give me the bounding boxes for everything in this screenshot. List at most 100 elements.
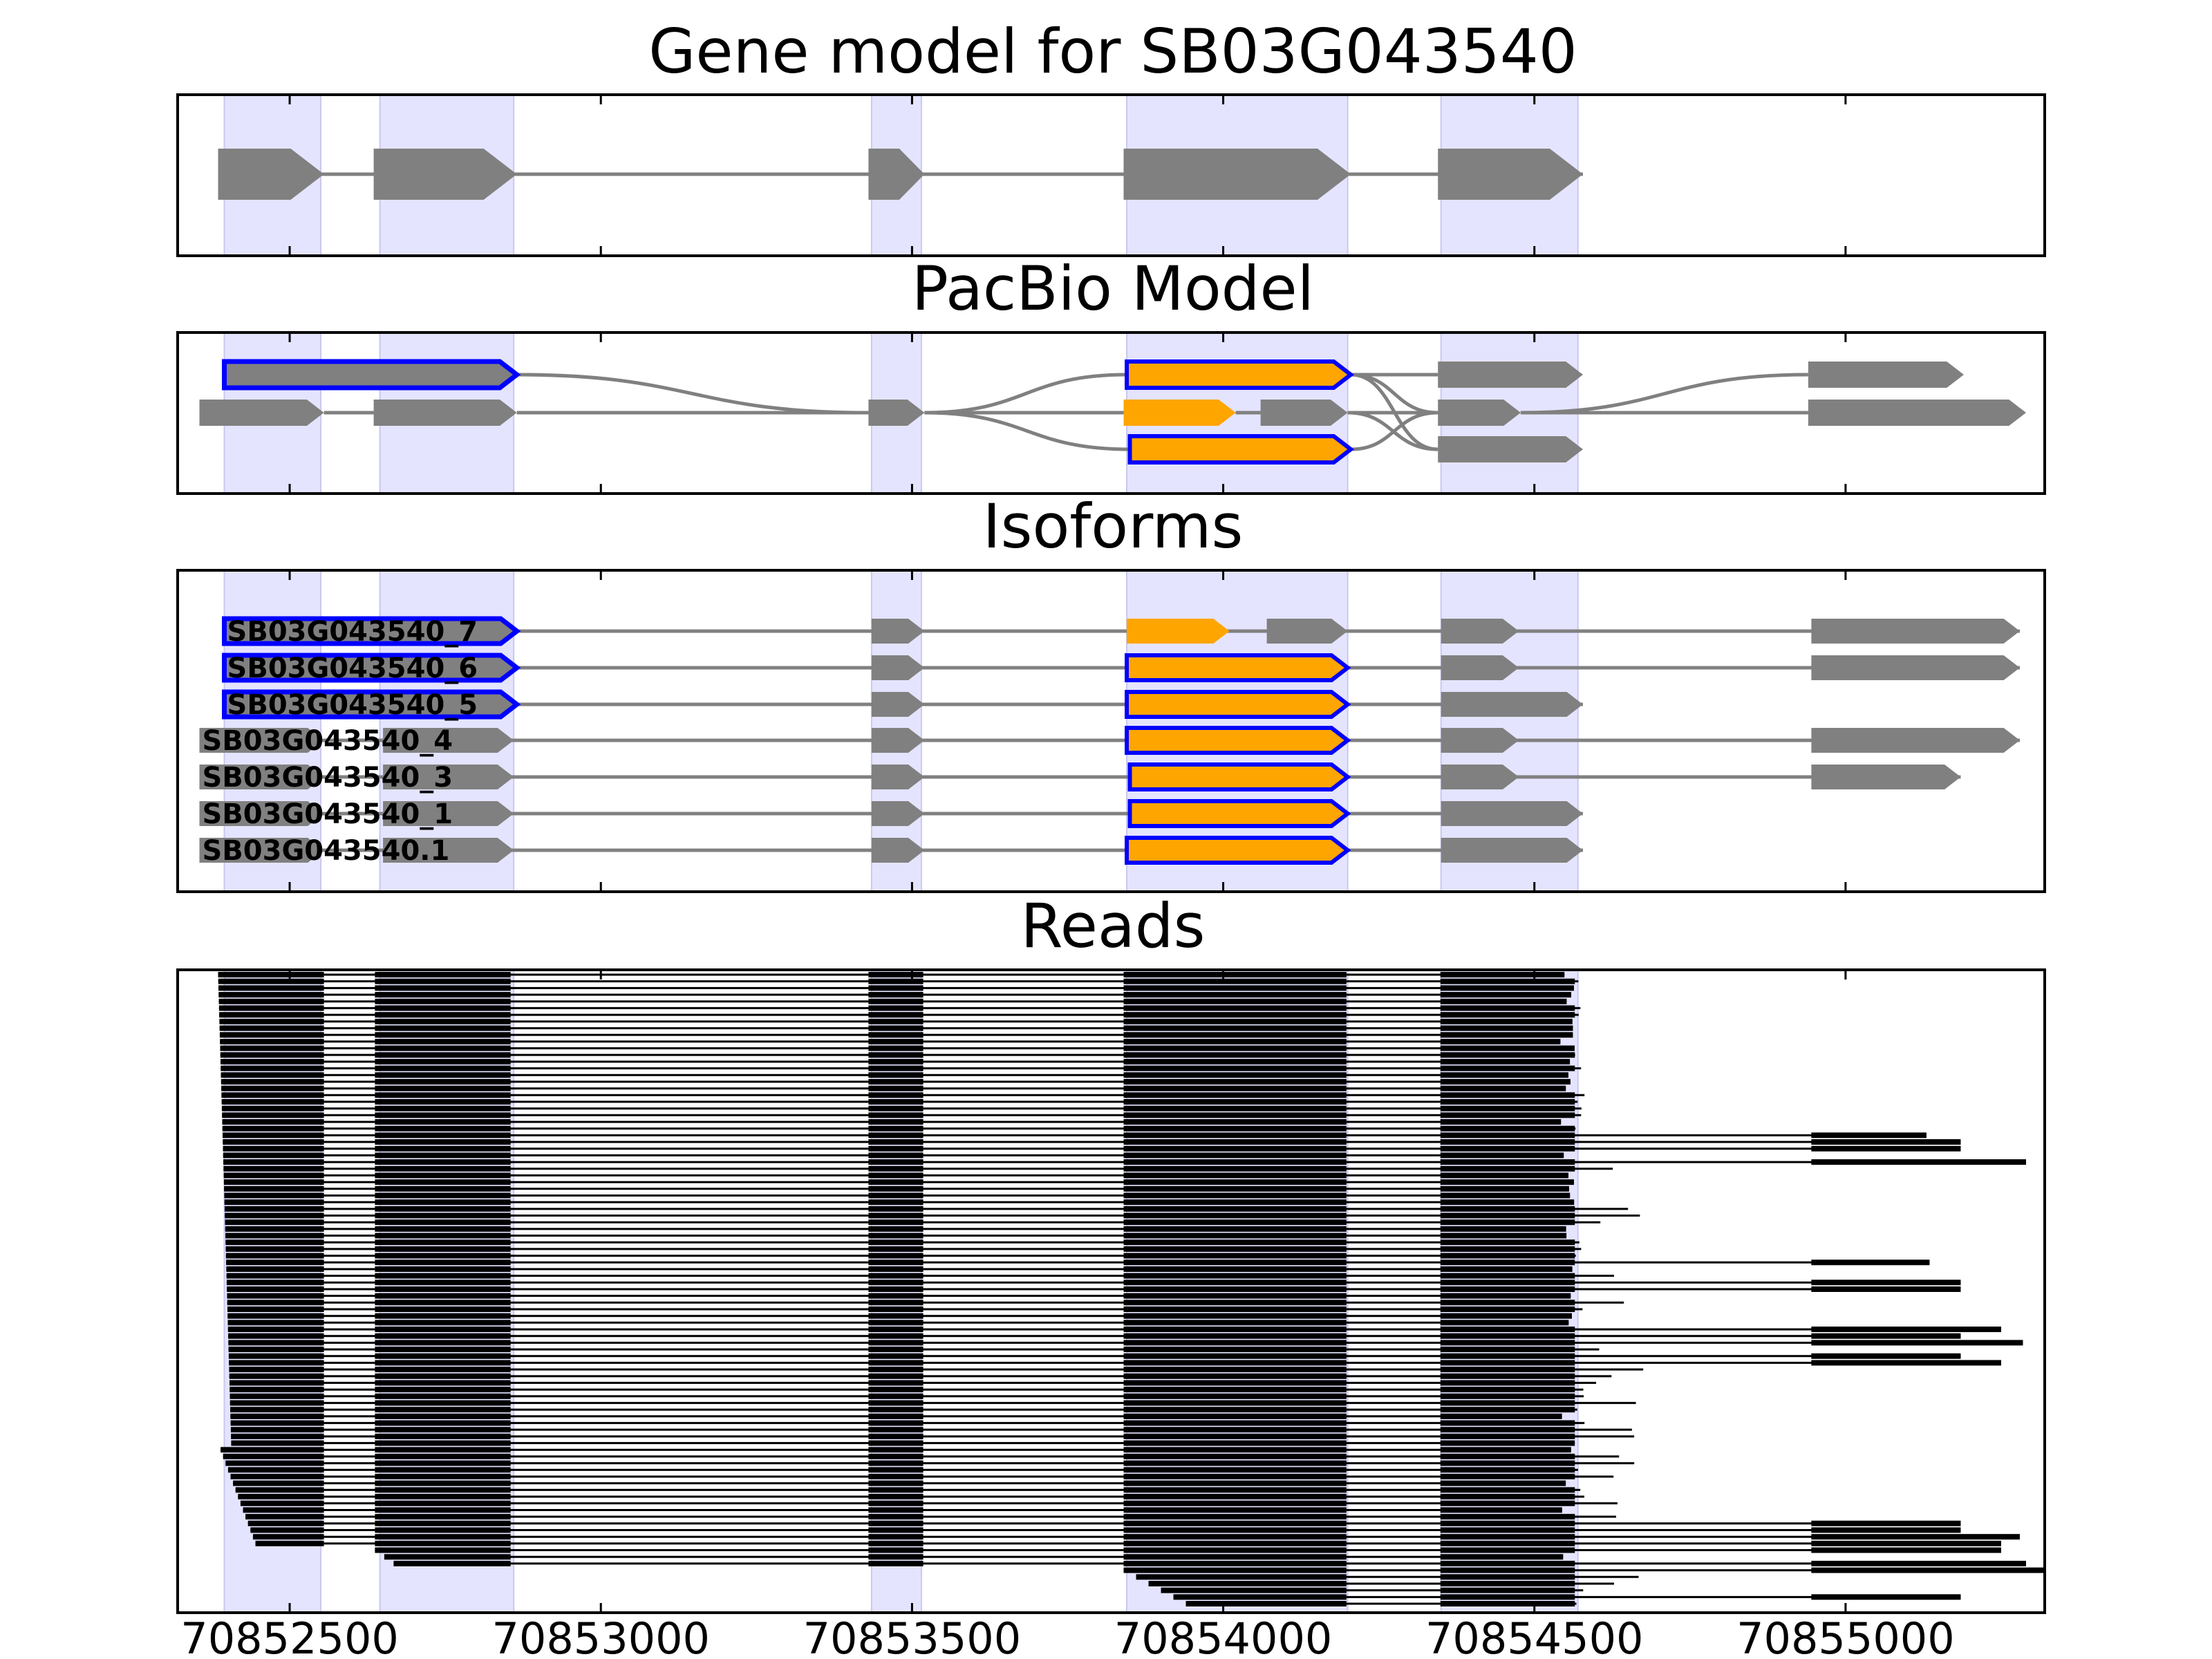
isoform-exon [871,838,925,863]
splice-junction [1351,411,1438,451]
read-block [375,1487,511,1493]
read-block [1123,1052,1347,1058]
splice-junction [924,373,1127,415]
read-block [1440,1065,1575,1071]
read-block [245,1514,324,1520]
read-block [1440,1547,1575,1553]
isoform-exon [383,728,514,753]
read-block [1123,1467,1347,1473]
read-block [375,1165,511,1172]
read-block [1123,1179,1347,1185]
read-row [224,1206,1629,1212]
read-row [219,1025,1573,1031]
read-block [1123,1273,1347,1279]
read-row [1136,1574,1639,1580]
read-row [238,1494,1584,1500]
read-block [375,1118,511,1125]
read-block [1440,1587,1575,1593]
read-block [868,1179,924,1185]
read-row [250,1527,1961,1533]
read-block [375,1527,511,1533]
panel-content [199,359,2026,465]
isoform-row: SB03G043540_5 [222,689,1583,721]
read-row [252,1534,2020,1540]
read-block [868,1333,924,1339]
isoform-exon [383,838,514,863]
splice-junction [924,411,1130,451]
read-block [868,1514,924,1520]
panel-border [176,569,2046,893]
read-block [228,1353,324,1359]
isoform-exon [1441,838,1583,863]
panel-content [218,149,1583,200]
read-block [226,1266,324,1272]
read-block [218,972,324,977]
x-tick-label: 70854000 [1114,1613,1333,1659]
read-row [221,1098,1578,1105]
read-block [868,1012,924,1018]
read-block [375,1300,511,1306]
read-block [228,1340,324,1346]
read-block [1440,1058,1571,1065]
read-row [229,1360,2001,1366]
read-block [1161,1587,1347,1593]
read-block [1123,1480,1347,1486]
read-block [228,1333,324,1339]
read-block [868,1005,924,1011]
read-block [393,1560,511,1566]
read-block [226,1280,324,1286]
read-block [1123,1159,1347,1165]
read-block [1440,1179,1574,1185]
read-block [1440,1192,1571,1199]
read-block [375,1273,511,1279]
isoform-exon [1127,799,1351,828]
read-block [868,1373,924,1379]
read-block [868,1085,924,1091]
isoform-exon [1441,801,1583,826]
read-block [868,1246,924,1252]
read-block [1440,1025,1573,1031]
read-block [868,1320,924,1326]
isoform-exon [1441,692,1583,717]
read-block [229,1373,324,1379]
panel-border [176,331,2046,495]
read-block [255,1540,324,1546]
isoform-label: SB03G043540_4 [203,725,453,757]
read-block [1440,1112,1575,1118]
read-block [1440,1373,1575,1379]
read-block [375,1052,511,1058]
read-block [868,1293,924,1299]
exon [1438,149,1583,200]
read-block [868,1185,924,1192]
read-block [868,1273,924,1279]
read-block [1440,1118,1562,1125]
read-block [1123,1560,1347,1566]
read-block [868,1125,924,1132]
read-block [375,1514,511,1520]
read-block [1440,1413,1562,1419]
read-block [228,1347,324,1353]
splice-junction [1351,373,1438,415]
read-block [1123,1514,1347,1520]
isoform-exon [1441,619,1519,644]
read-block [1123,1152,1347,1159]
read-block [1811,1527,1961,1533]
read-block [224,1206,324,1212]
read-block [1440,1387,1575,1393]
read-block [1123,1266,1347,1272]
read-block [225,1253,324,1259]
pacbio-exon [373,400,517,426]
read-block [219,1018,324,1024]
read-row [218,978,1579,984]
panel-frame [176,93,2046,257]
read-block [230,1413,324,1419]
read-block [1811,1534,2020,1540]
read-block [868,1165,924,1172]
read-block [1123,1460,1347,1466]
read-row [227,1327,2001,1333]
read-row [226,1273,1614,1279]
read-block [1440,1320,1569,1326]
read-block [1440,1266,1573,1272]
read-block [1123,1440,1347,1446]
read-block [226,1273,324,1279]
